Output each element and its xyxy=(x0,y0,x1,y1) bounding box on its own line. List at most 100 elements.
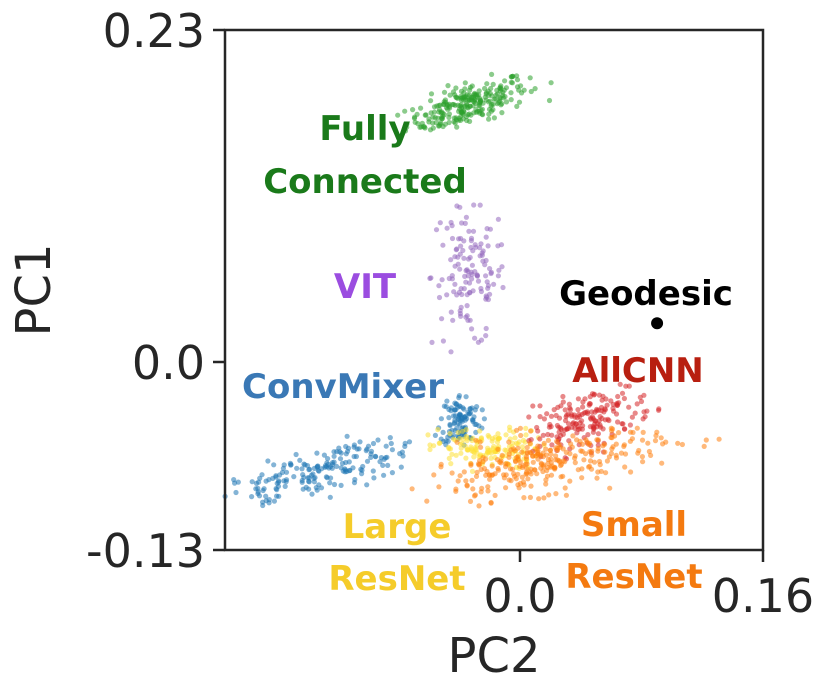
fully-connected-point xyxy=(453,115,459,121)
convmixer-point xyxy=(303,484,309,490)
fully-connected-point xyxy=(497,85,503,91)
vit-point xyxy=(436,294,443,301)
small-resnet-point xyxy=(703,437,709,443)
small-resnet-point xyxy=(454,439,460,445)
allcnn-point xyxy=(621,395,628,402)
convmixer-point xyxy=(282,483,288,489)
small-resnet-point xyxy=(530,459,536,465)
small-resnet-point xyxy=(679,441,686,448)
small-resnet-point xyxy=(578,448,584,454)
vit-point xyxy=(471,202,477,208)
fully-connected-point xyxy=(466,92,473,98)
convmixer-dense-point xyxy=(456,393,462,399)
small-resnet-point xyxy=(652,438,659,444)
vit-point xyxy=(469,262,475,268)
fully-connected-point xyxy=(428,91,435,97)
fully-connected-point xyxy=(514,103,520,109)
allcnn-point xyxy=(545,431,551,438)
small-resnet-point xyxy=(579,475,585,481)
fully-connected-point xyxy=(477,102,483,108)
fully-connected-point xyxy=(434,103,440,109)
vit-point xyxy=(477,202,483,208)
small-resnet-point xyxy=(640,459,646,465)
small-resnet-point xyxy=(545,437,552,443)
small-resnet-point xyxy=(548,460,554,466)
convmixer-point xyxy=(299,466,305,472)
vit-point xyxy=(448,257,454,263)
small-resnet-point xyxy=(579,441,586,447)
small-resnet-point xyxy=(478,444,484,450)
small-resnet-point xyxy=(518,432,524,439)
vit-point xyxy=(495,273,501,279)
small-resnet-point xyxy=(424,498,430,504)
vit-point xyxy=(436,283,442,289)
small-resnet-point xyxy=(560,446,566,452)
fully-connected-point xyxy=(442,121,448,127)
allcnn-point xyxy=(553,412,559,419)
convmixer-dense-point xyxy=(479,407,485,413)
small-resnet-point xyxy=(543,477,549,483)
fully-connected-point xyxy=(458,95,464,101)
large-resnet-point xyxy=(447,431,453,437)
small-resnet-point xyxy=(464,483,470,489)
vit-point xyxy=(483,234,489,240)
small-resnet-point xyxy=(516,485,522,491)
fully-connected-point xyxy=(483,91,489,97)
convmixer-point xyxy=(249,479,255,485)
vit-point xyxy=(461,255,467,261)
allcnn-point xyxy=(580,404,586,410)
allcnn-point xyxy=(615,419,621,425)
convmixer-point xyxy=(375,437,381,443)
allcnn-point xyxy=(599,397,605,403)
small-resnet-point xyxy=(499,452,505,458)
small-resnet-point xyxy=(563,449,569,455)
small-resnet-point xyxy=(487,476,493,482)
fully-connected-point xyxy=(479,111,485,117)
vit-point xyxy=(458,304,464,310)
convmixer-point xyxy=(364,458,371,464)
small-resnet-point xyxy=(480,455,486,461)
fully-connected-point xyxy=(453,94,459,100)
fully-connected-point xyxy=(482,85,488,92)
small-resnet-point xyxy=(646,448,653,455)
allcnn-point xyxy=(562,407,568,413)
fully-connected-point xyxy=(441,101,447,107)
vit-point xyxy=(444,225,450,231)
small-resnet-point xyxy=(474,469,480,475)
small-resnet-point xyxy=(517,459,523,465)
fully-connected-point xyxy=(490,107,496,113)
fully-connected-point xyxy=(548,80,554,86)
small-resnet-point xyxy=(553,453,559,459)
allcnn-point xyxy=(588,416,594,422)
fully-connected-point xyxy=(428,98,434,104)
vit-point xyxy=(468,244,474,251)
small-resnet-point xyxy=(639,437,646,443)
small-resnet-point xyxy=(506,451,512,457)
convmixer-point xyxy=(351,453,357,460)
convmixer-point xyxy=(364,446,370,452)
small-resnet-point xyxy=(436,484,442,490)
large-resnet-point xyxy=(462,443,468,449)
large-resnet-point xyxy=(463,455,469,461)
small-resnet-point xyxy=(431,472,437,478)
small-resnet-point xyxy=(581,457,587,463)
fully-connected-point xyxy=(464,102,470,108)
fully-connected-point xyxy=(516,99,523,105)
convmixer-dense-point xyxy=(474,404,480,410)
allcnn-point xyxy=(558,426,564,433)
small-resnet-point xyxy=(532,467,538,473)
convmixer-dense-point xyxy=(447,422,453,429)
fully-connected-point xyxy=(508,97,514,103)
vit-point xyxy=(474,273,480,279)
allcnn-point xyxy=(610,405,616,411)
convmixer-point xyxy=(261,486,267,492)
convmixer-point xyxy=(266,497,272,503)
fully-connected-point xyxy=(532,86,538,92)
small-resnet-point xyxy=(486,472,492,478)
small-resnet-point xyxy=(515,445,521,451)
fully-connected-point xyxy=(502,94,508,100)
vit-point xyxy=(461,286,467,292)
small-resnet-point xyxy=(517,480,524,487)
small-resnet-point xyxy=(563,492,570,498)
small-resnet-point xyxy=(468,462,474,468)
